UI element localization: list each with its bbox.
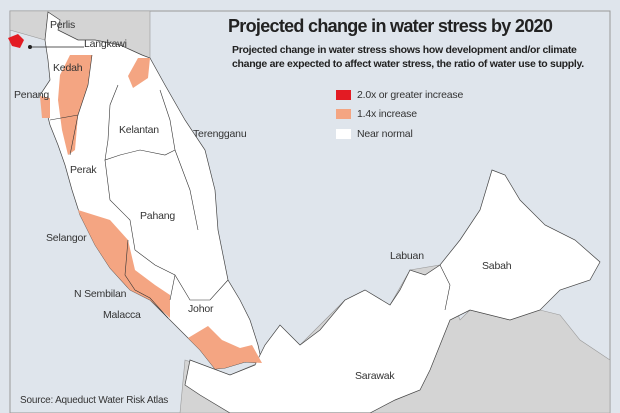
map-title: Projected change in water stress by 2020 [228,16,553,36]
high-stress-areas [40,55,262,369]
label-kedah: Kedah [53,62,83,74]
kelantan-stress-area [128,58,150,88]
label-kelantan: Kelantan [119,124,159,136]
source-note: Source: Aqueduct Water Risk Atlas [20,395,169,406]
map-subtitle: Projected change in water stress shows h… [232,44,584,70]
legend-swatch-red [336,90,351,101]
label-langkawi: Langkawi [84,38,127,50]
johor-stress-area [188,326,262,369]
legend-swatch-orange [336,109,351,120]
selangor-stress-area [78,210,170,318]
legend-label: 1.4x increase [357,108,417,120]
label-perak: Perak [70,164,97,176]
kedah-stress-area [58,55,92,155]
label-sarawak: Sarawak [355,370,395,382]
legend-item-normal: Near normal [336,128,413,140]
state-borders [49,54,451,319]
label-sabah: Sabah [482,260,512,272]
label-malacca: Malacca [103,309,141,321]
legend-item-medium: 1.4x increase [336,108,417,120]
langkawi-high-stress [8,34,24,48]
legend-item-high: 2.0x or greater increase [336,89,463,101]
langkawi-marker [28,45,32,49]
label-pahang: Pahang [140,210,176,222]
legend-swatch-white [336,129,351,140]
label-selangor: Selangor [46,232,87,244]
label-johor: Johor [188,303,214,315]
label-terengganu: Terengganu [193,128,247,140]
borneo-malaysia [184,169,601,413]
label-n-sembilan: N Sembilan [74,288,127,300]
legend-label: 2.0x or greater increase [357,89,464,101]
label-penang: Penang [14,89,50,101]
frame [9,10,611,413]
label-perlis: Perlis [50,19,76,31]
legend-label: Near normal [357,128,413,140]
penang-stress-area [40,96,50,118]
label-labuan: Labuan [390,250,424,262]
